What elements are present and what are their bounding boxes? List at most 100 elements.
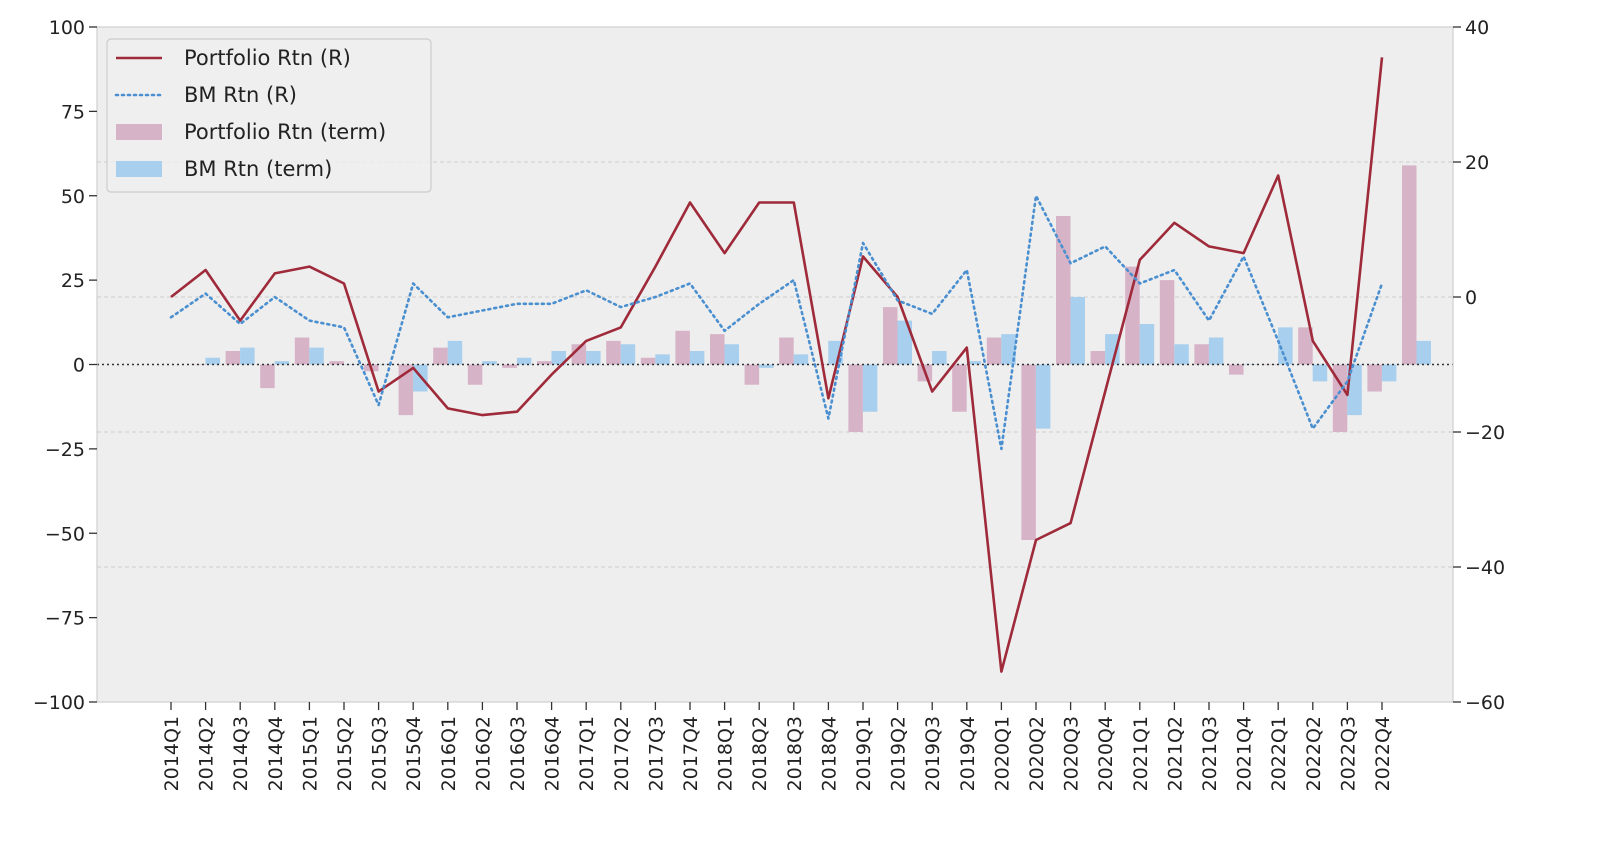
line-portfolio-rtn	[170, 57, 1384, 673]
bar	[952, 364, 967, 412]
bar	[467, 364, 483, 385]
bar	[1021, 364, 1036, 540]
y-tick-label-left: −75	[45, 608, 85, 630]
x-tick-label: 2019Q2	[888, 716, 910, 791]
bar	[309, 347, 324, 365]
x-tick-label: 2018Q1	[715, 716, 737, 791]
y-tick-label-right: 20	[1465, 152, 1489, 174]
legend-swatch-bar	[116, 161, 162, 177]
y-tick-label-left: 25	[61, 270, 85, 292]
bar	[744, 364, 760, 385]
bar	[1194, 344, 1209, 365]
bar	[329, 361, 344, 365]
bar	[1001, 334, 1016, 365]
y-tick-label-right: −20	[1465, 422, 1505, 444]
axes: −100 −75 −50 −25 0 25 50 75 100 −60 −40 −20 0 20 40 201…	[33, 17, 1505, 791]
y-tick-label-left: −100	[33, 692, 85, 714]
legend-item[interactable]: BM Rtn (R)	[114, 83, 297, 107]
x-tick-label: 2019Q3	[922, 716, 944, 791]
bar	[1263, 364, 1279, 365]
legend-box	[106, 38, 432, 193]
bar	[1229, 364, 1244, 375]
bar	[1347, 364, 1362, 416]
bar	[516, 357, 532, 365]
x-tick-label: 2018Q2	[749, 716, 771, 791]
bar	[502, 364, 517, 368]
bar	[848, 364, 863, 432]
x-tick-label: 2022Q2	[1303, 716, 1325, 791]
legend-item[interactable]: Portfolio Rtn (R)	[116, 46, 351, 70]
bar	[1035, 364, 1051, 429]
x-tick-label: 2022Q1	[1268, 716, 1290, 791]
x-tick-label: 2017Q3	[645, 716, 667, 791]
x-tick-label: 2014Q2	[196, 716, 218, 791]
line-series	[169, 57, 1384, 673]
bar	[1125, 266, 1140, 365]
bar	[1105, 334, 1120, 365]
bar	[447, 340, 463, 365]
x-tick-label: 2020Q4	[1095, 716, 1117, 791]
bar	[378, 364, 393, 365]
bar	[862, 364, 878, 412]
legend-item[interactable]: BM Rtn (term)	[116, 157, 332, 181]
y-tick-label-right: 0	[1465, 287, 1477, 309]
legend-label: Portfolio Rtn (term)	[184, 120, 386, 144]
x-tick-label: 2016Q4	[542, 716, 564, 791]
x-tick-label: 2018Q4	[818, 716, 840, 791]
y-tick-label-left: 75	[61, 101, 85, 123]
bar	[1278, 327, 1293, 365]
x-tick-label: 2015Q1	[299, 716, 321, 791]
bar	[759, 364, 774, 368]
x-tick-label: 2020Q1	[991, 716, 1013, 791]
bar	[205, 357, 220, 365]
x-tick-label: 2014Q4	[265, 716, 287, 791]
legend-label: Portfolio Rtn (R)	[184, 46, 351, 70]
bar	[779, 337, 794, 365]
bar	[883, 307, 898, 365]
bar	[343, 364, 359, 365]
bar	[1367, 364, 1382, 392]
x-tick-label: 2021Q3	[1199, 716, 1221, 791]
legend-item[interactable]: Portfolio Rtn (term)	[116, 120, 386, 144]
x-tick-label: 2019Q1	[853, 716, 875, 791]
bar	[586, 351, 601, 365]
bar	[225, 351, 241, 365]
bar	[1139, 324, 1155, 365]
bar	[433, 347, 448, 365]
bar	[932, 351, 947, 365]
x-tick-label: 2020Q2	[1026, 716, 1048, 791]
bar	[897, 320, 912, 365]
x-tick-label: 2022Q4	[1372, 716, 1394, 791]
y-tick-label-left: 0	[73, 355, 85, 377]
bar	[240, 347, 255, 365]
bar	[986, 337, 1002, 365]
bar	[620, 344, 636, 365]
x-tick-label: 2015Q4	[403, 716, 425, 791]
line-bm-rtn	[169, 194, 1384, 451]
x-tick-label: 2016Q1	[438, 716, 460, 791]
bar	[571, 344, 587, 365]
y-tick-label-right: −40	[1465, 557, 1505, 579]
x-tick-label: 2019Q4	[957, 716, 979, 791]
bar	[793, 354, 809, 365]
bar	[1056, 216, 1071, 365]
x-tick-label: 2018Q3	[784, 716, 806, 791]
bar	[1159, 280, 1175, 365]
bar	[606, 340, 621, 365]
y-tick-label-right: 40	[1465, 17, 1489, 39]
bar	[675, 330, 690, 365]
bar	[274, 361, 290, 365]
bar	[1070, 297, 1085, 365]
x-tick-label: 2015Q2	[334, 716, 356, 791]
x-tick-label: 2017Q2	[611, 716, 633, 791]
x-tick-label: 2014Q3	[230, 716, 252, 791]
y-tick-label-left: 100	[49, 17, 85, 39]
bar	[813, 364, 829, 365]
bar	[655, 354, 670, 365]
bar	[689, 351, 705, 365]
bar	[724, 344, 739, 365]
legend[interactable]: Portfolio Rtn (R) BM Rtn (R) Portfolio Rtn…	[106, 38, 432, 193]
legend-label: BM Rtn (term)	[184, 157, 332, 181]
legend-swatch-bar	[116, 124, 162, 140]
y-tick-label-left: −50	[45, 523, 85, 545]
